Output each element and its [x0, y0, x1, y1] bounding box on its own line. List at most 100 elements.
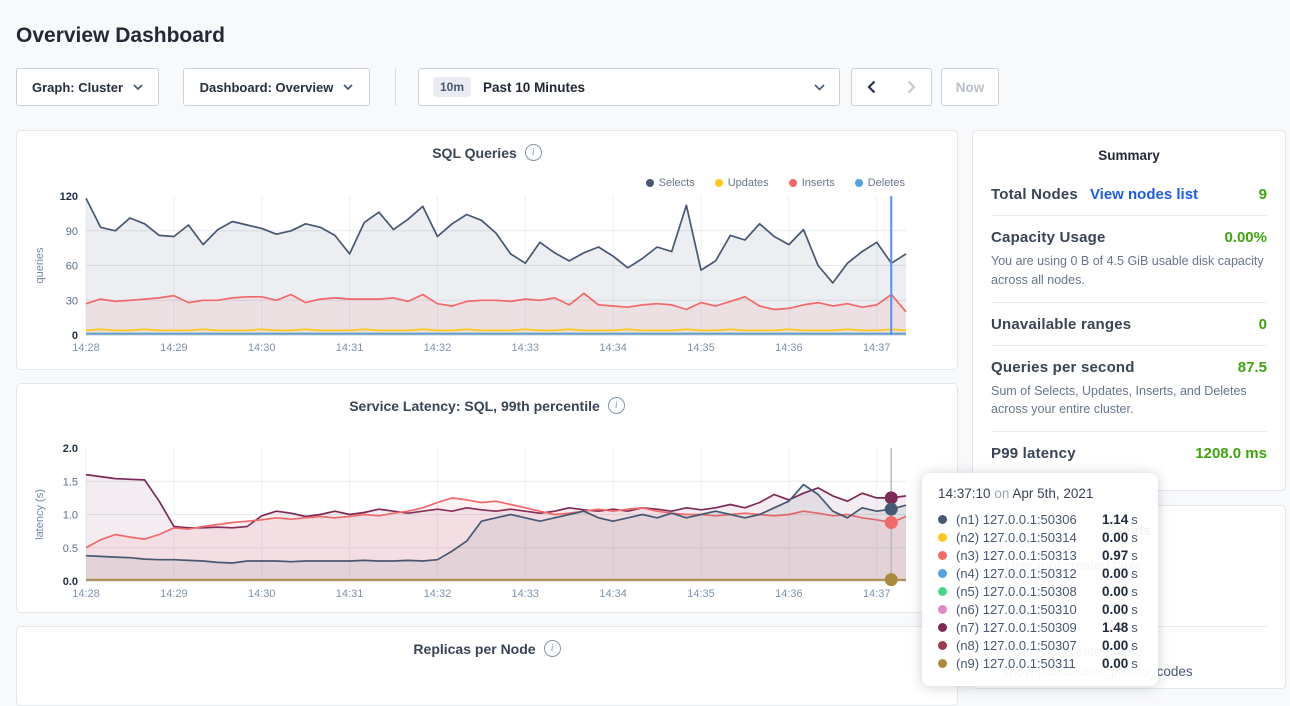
sql-queries-chart-plot[interactable]: 0 30 60 90 120 14:28 14:29 14:30 14:31 14:32 14:33…: [25, 187, 951, 367]
summary-value: 0: [1258, 315, 1267, 333]
time-range-label: Past 10 Minutes: [483, 79, 586, 95]
latency-value: 0.00: [1102, 529, 1129, 545]
latency-value: 1.48: [1102, 619, 1129, 635]
svg-text:14:33: 14:33: [512, 588, 540, 600]
svg-text:14:30: 14:30: [248, 342, 276, 354]
summary-value: 9: [1258, 186, 1267, 203]
replicas-per-node-card: Replicas per Node i: [16, 626, 958, 706]
dashboard-dropdown-label: Dashboard: Overview: [199, 79, 334, 95]
latency-unit: s: [1131, 511, 1138, 527]
svg-text:14:34: 14:34: [599, 342, 627, 354]
tooltip-row: (n9) 127.0.0.1:50311 0.00 s: [938, 654, 1142, 672]
tooltip-timestamp: 14:37:10 on Apr 5th, 2021: [938, 486, 1094, 501]
summary-row-capacity: Capacity Usage 0.00% You are using 0 B o…: [991, 216, 1267, 303]
latency-unit: s: [1131, 529, 1138, 545]
info-icon[interactable]: i: [543, 640, 561, 657]
time-range-badge: 10m: [433, 77, 472, 97]
graph-dropdown[interactable]: Graph: Cluster: [16, 68, 159, 106]
chevron-down-icon: [343, 84, 353, 90]
summary-row-total-nodes: Total Nodes View nodes list 9: [991, 173, 1267, 216]
node-address: (n1) 127.0.0.1:50306: [956, 511, 1077, 527]
node-address: (n6) 127.0.0.1:50310: [956, 601, 1077, 617]
chart-title: Replicas per Node: [413, 640, 536, 657]
chart-title: Service Latency: SQL, 99th percentile: [349, 397, 600, 414]
next-range-button[interactable]: [891, 68, 932, 106]
node-address: (n9) 127.0.0.1:50311: [956, 655, 1076, 671]
legend-label: Deletes: [867, 177, 905, 189]
info-icon[interactable]: i: [524, 144, 542, 161]
latency-value: 0.00: [1102, 583, 1129, 599]
legend-label: Updates: [727, 177, 769, 189]
summary-value: 0.00%: [1224, 229, 1267, 246]
chart-tooltip: 14:37:10 on Apr 5th, 2021 (n1) 127.0.0.1…: [922, 473, 1158, 686]
tooltip-row: (n1) 127.0.0.1:50306 1.14 s: [938, 510, 1142, 528]
chevron-left-icon: [867, 80, 876, 94]
svg-text:14:28: 14:28: [72, 588, 100, 600]
tooltip-row: (n5) 127.0.0.1:50308 0.00 s: [938, 582, 1142, 600]
page-title: Overview Dashboard: [16, 24, 225, 48]
node-address: (n3) 127.0.0.1:50313: [956, 547, 1077, 563]
legend-item: Selects: [645, 177, 695, 189]
svg-text:60: 60: [66, 261, 78, 273]
svg-text:14:32: 14:32: [424, 588, 452, 600]
now-button[interactable]: Now: [941, 68, 999, 106]
dashboard-dropdown[interactable]: Dashboard: Overview: [183, 68, 370, 106]
chevron-down-icon: [814, 83, 825, 91]
svg-text:14:28: 14:28: [72, 342, 100, 354]
svg-text:14:29: 14:29: [160, 342, 188, 354]
prev-range-button[interactable]: [851, 68, 892, 106]
svg-text:14:32: 14:32: [424, 342, 452, 354]
summary-description: You are using 0 B of 4.5 GiB usable disk…: [991, 254, 1264, 287]
view-nodes-link[interactable]: View nodes list: [1089, 186, 1199, 203]
legend-label: Selects: [658, 177, 695, 189]
summary-label: P99 latency: [991, 445, 1076, 462]
service-latency-chart-plot[interactable]: 0.0 0.5 1.0 1.5 2.0 14:28 14:29 14:30 14:31 14:32…: [25, 439, 951, 612]
service-latency-card: Service Latency: SQL, 99th percentile i …: [16, 383, 958, 613]
legend-dot: [714, 179, 723, 187]
chart-legend: Selects Updates Inserts Deletes: [645, 177, 905, 189]
legend-label: Inserts: [801, 177, 835, 189]
latency-unit: s: [1131, 565, 1138, 581]
svg-text:120: 120: [60, 191, 78, 203]
svg-text:14:37: 14:37: [863, 342, 891, 354]
svg-text:14:35: 14:35: [687, 342, 715, 354]
node-address: (n2) 127.0.0.1:50314: [956, 529, 1077, 545]
summary-value: 87.5: [1237, 358, 1267, 376]
tooltip-row: (n7) 127.0.0.1:50309 1.48 s: [938, 618, 1142, 636]
svg-text:30: 30: [66, 295, 78, 307]
summary-title: Summary: [1098, 148, 1160, 163]
legend-dot: [788, 179, 797, 187]
legend-item: Updates: [714, 177, 769, 189]
time-range-picker[interactable]: 10m Past 10 Minutes: [418, 68, 840, 106]
chevron-right-icon: [907, 80, 916, 94]
latency-value: 0.00: [1102, 655, 1129, 671]
node-address: (n5) 127.0.0.1:50308: [956, 583, 1077, 599]
latency-unit: s: [1131, 547, 1138, 563]
graph-dropdown-label: Graph: Cluster: [31, 79, 123, 95]
series-dot: [938, 550, 947, 560]
summary-row-unavailable-ranges: Unavailable ranges 0: [991, 303, 1267, 346]
node-address: (n4) 127.0.0.1:50312: [956, 565, 1077, 581]
svg-text:0.0: 0.0: [63, 576, 78, 588]
svg-text:14:31: 14:31: [336, 588, 364, 600]
series-dot: [938, 622, 947, 632]
latency-value: 0.00: [1102, 601, 1129, 617]
svg-text:1.0: 1.0: [63, 510, 78, 522]
series-dot: [938, 532, 947, 542]
latency-unit: s: [1131, 583, 1138, 599]
svg-text:queries: queries: [34, 247, 46, 284]
latency-value: 0.00: [1102, 565, 1129, 581]
info-icon[interactable]: i: [607, 397, 625, 414]
legend-item: Inserts: [788, 177, 835, 189]
svg-text:14:30: 14:30: [248, 588, 276, 600]
svg-text:14:34: 14:34: [599, 588, 627, 600]
svg-text:14:36: 14:36: [775, 588, 803, 600]
tooltip-row: (n8) 127.0.0.1:50307 0.00 s: [938, 636, 1142, 654]
series-dot: [938, 514, 947, 524]
svg-text:90: 90: [66, 226, 78, 238]
node-address: (n8) 127.0.0.1:50307: [956, 637, 1077, 653]
latency-unit: s: [1131, 619, 1138, 635]
svg-text:14:29: 14:29: [160, 588, 188, 600]
latency-value: 1.14: [1102, 511, 1129, 527]
summary-panel: Summary Total Nodes View nodes list 9 Ca…: [972, 130, 1286, 491]
